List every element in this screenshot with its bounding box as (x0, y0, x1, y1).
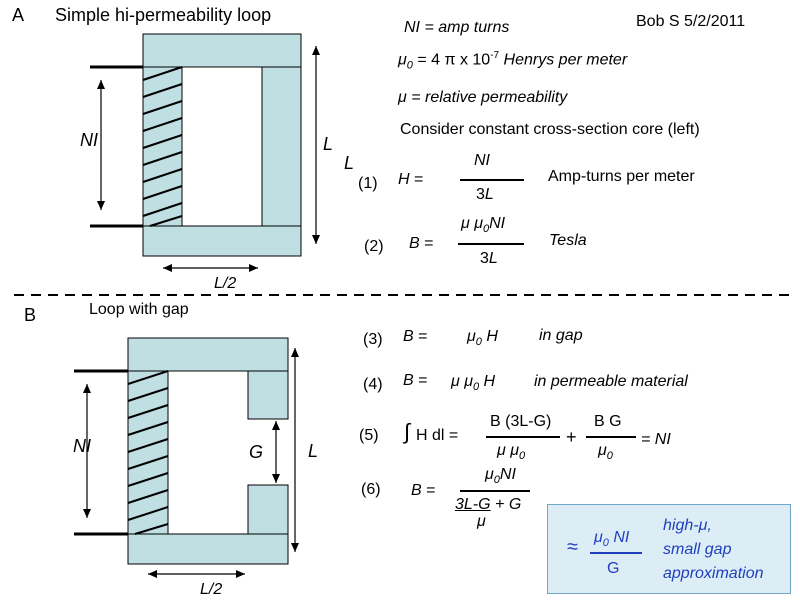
eq3-description: in gap (539, 327, 583, 344)
eq6-lhs: B = (411, 482, 436, 499)
core-b (127, 337, 289, 565)
eq1-fraction-bar (460, 179, 524, 181)
section-a-letter: A (12, 5, 25, 25)
eq3-number: (3) (363, 331, 383, 348)
eq1-numerator: NI (474, 152, 490, 169)
approx-fraction-bar (590, 552, 642, 554)
approx-line-3: approximation (663, 565, 764, 582)
l-label-a2: L (344, 153, 355, 173)
eq5-number: (5) (359, 427, 379, 444)
approx-numerator: μ0 NI (594, 529, 630, 550)
core-a-right (261, 66, 302, 227)
eq1-denominator: 3L (476, 186, 494, 203)
eq2-numerator: μ μ0NI (461, 215, 506, 236)
eq6-denominator-top: 3L-G + G (455, 496, 522, 513)
eq4-rhs: μ μ0 H (451, 373, 496, 394)
approx-line-1: high-μ, (663, 517, 712, 534)
coil-b (74, 369, 169, 536)
eq3-rhs: μ0 H (467, 328, 498, 349)
eq6-denominator-mu: μ (477, 513, 486, 530)
half-label-a: L/2 (214, 275, 237, 292)
eq5-plus: + (566, 427, 577, 447)
core-b-right-upper (247, 370, 289, 420)
eq4-description: in permeable material (534, 373, 688, 390)
ni-label-b: NI (73, 436, 91, 456)
eq6-numerator: μ0NI (485, 466, 516, 487)
eq2-fraction-bar (458, 243, 524, 245)
eq6-fraction-bar (460, 490, 530, 492)
eq4-lhs: B = (403, 372, 428, 389)
core-b-right-lower (247, 484, 289, 535)
eq5-rhs: = NI (641, 431, 671, 448)
eq5-frac2-denominator: μ0 (598, 442, 613, 463)
section-b-title: Loop with gap (89, 301, 189, 318)
coil-a (90, 65, 183, 228)
author-date: Bob S 5/2/2011 (636, 13, 746, 30)
approx-symbol: ≈ (567, 536, 578, 558)
eq5-lhs: H dl = (416, 427, 459, 444)
section-a-title: Simple hi-permeability loop (55, 5, 272, 25)
eq2-description: Tesla (549, 232, 587, 249)
eq6-number: (6) (361, 481, 381, 498)
eq5-frac2-bar (586, 436, 636, 438)
approx-line-2: small gap (663, 541, 732, 558)
core-a-bottom (142, 225, 302, 257)
section-b-letter: B (24, 305, 37, 325)
eq1-description: Amp-turns per meter (548, 168, 695, 185)
core-b-bottom (127, 533, 289, 565)
ni-label-a: NI (80, 130, 98, 150)
l-label-b: L (308, 441, 319, 461)
eq5-integral: ∫ (404, 419, 411, 444)
eq2-number: (2) (364, 238, 384, 255)
core-a (142, 33, 302, 257)
g-label: G (249, 442, 264, 462)
mu0-definition: μ0 = 4 π x 10-7 Henrys per meter (398, 50, 628, 72)
eq5-frac1-denominator: μ μ0 (497, 442, 526, 463)
eq4-number: (4) (363, 376, 383, 393)
eq1-lhs: H = (398, 171, 424, 188)
eq3-lhs: B = (403, 328, 428, 345)
mu-definition: μ = relative permeability (398, 89, 568, 106)
eq5-frac1-numerator: B (3L-G) (490, 413, 552, 430)
l-label-a1: L (323, 134, 334, 154)
eq5-frac1-bar (486, 436, 560, 438)
ni-definition: NI = amp turns (404, 19, 510, 36)
consider-text: Consider constant cross-section core (le… (400, 121, 700, 138)
eq1-number: (1) (358, 175, 378, 192)
core-b-left (127, 370, 169, 535)
half-label-b: L/2 (200, 581, 223, 598)
eq2-lhs: B = (409, 235, 434, 252)
approx-denominator: G (607, 560, 620, 577)
approximation-box (547, 504, 791, 594)
core-a-top (142, 33, 302, 68)
core-b-top (127, 337, 289, 372)
eq5-frac2-numerator: B G (594, 413, 622, 430)
eq2-denominator: 3L (480, 250, 498, 267)
